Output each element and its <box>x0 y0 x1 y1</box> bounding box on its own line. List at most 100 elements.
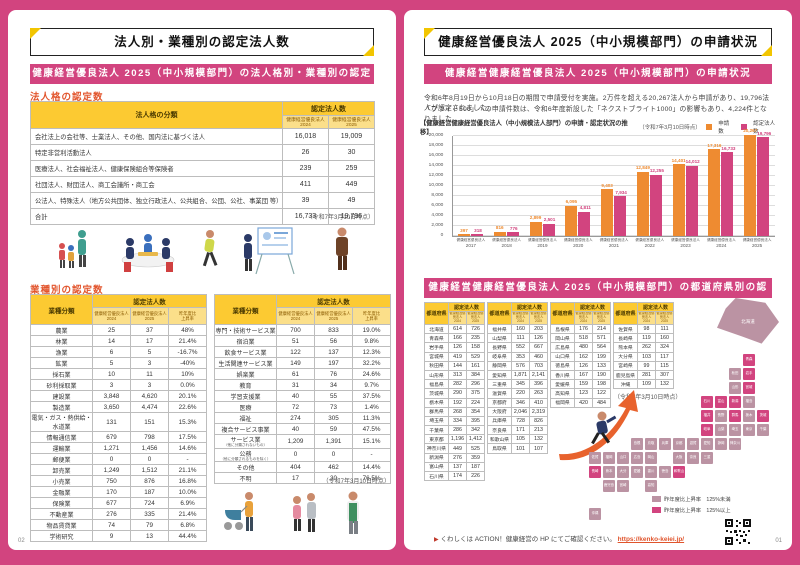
bar-value-label: 2,501 <box>543 217 556 222</box>
bar-applications-2023 <box>672 164 685 236</box>
bar-value-label: 17,316 <box>707 142 722 148</box>
table-row: 教育 31 34 9.7% <box>214 379 392 391</box>
table-row: その他 404 462 14.4% <box>214 461 392 474</box>
section-label-industry: 業種別の認定数 <box>30 285 104 296</box>
map-block: 沖縄 <box>589 508 601 520</box>
meeting-illustration <box>121 234 175 272</box>
table-row: 静岡県 576 703 <box>487 360 549 371</box>
table-row: 秋田県 144 161 <box>424 360 486 371</box>
table-row: 専門・技術サービス業 700 833 19.0% <box>214 324 392 336</box>
map-block: 徳島 <box>659 466 671 478</box>
gridline <box>453 185 775 186</box>
table-row: 和歌山県 105 132 <box>487 434 549 445</box>
table-row: 神奈川県 449 525 <box>424 443 486 454</box>
gridline <box>453 155 775 156</box>
table-row: 医療法人、社会福祉法人、健康保険組合等保険者 239 259 <box>30 160 375 177</box>
col-header-2025: 健康経営優良法人 2025 <box>328 115 375 129</box>
qr-code-icon <box>724 518 752 546</box>
table-row: 複合サービス事業 40 59 47.5% <box>214 423 392 435</box>
map-block: 千葉 <box>757 424 769 436</box>
table-row: 林業 14 17 21.4% <box>30 335 208 347</box>
y-axis-tick: 12,000 <box>428 173 444 178</box>
map-block: 石川 <box>701 396 713 408</box>
map-legend-row: 昨年度比上昇率 125%未満 <box>652 495 782 503</box>
bar-value-label: 7,934 <box>615 189 627 195</box>
page-right: 健康経営優良法人 2025（中小規模部門）の申請状況 健康経営健康経営優良法人 … <box>404 10 792 550</box>
table-row: 岩手県 126 158 <box>424 342 486 353</box>
chart-heading: 【健康経営健康経営優良法人（中小規模法人部門）の申請・認定状況の推移】 （令和7… <box>420 118 780 136</box>
bar-certified-2017 <box>471 234 483 236</box>
bar-applications-2022 <box>636 171 649 236</box>
y-axis-tick: 16,000 <box>428 153 444 158</box>
x-axis-tick: 健康経営優良法人 2023 <box>671 238 700 248</box>
table-row: 運輸業 1,271 1,456 14.6% <box>30 442 208 454</box>
arrow-icon: ▶ <box>434 537 439 543</box>
legend-certified-label: 認定法人数 <box>753 121 776 135</box>
table-row: 栃木県 192 224 <box>424 397 486 408</box>
table-row: 物品賃貸業 74 79 6.8% <box>30 519 208 531</box>
table-row: 福岡県 420 484 <box>550 397 612 408</box>
map-block: 北海道 <box>717 298 779 344</box>
table-row: 保険業 677 724 6.9% <box>30 497 208 509</box>
table-row: 千葉県 286 342 <box>424 425 486 436</box>
table-row: 島根県 176 214 <box>550 323 612 335</box>
table-row: 山形県 313 384 <box>424 369 486 381</box>
table-row: 不明 17 30 76.5% <box>214 472 392 485</box>
col-header-2025: 健康経営優良法人 2025 <box>314 307 353 325</box>
x-axis-tick: 健康経営優良法人 2025 <box>742 238 772 248</box>
table-row: 埼玉県 334 395 <box>424 415 486 427</box>
corporate-status-table: 法人格の分類 認定法人数 健康経営優良法人 2024 健康経営優良法人 2025… <box>30 101 375 225</box>
table-note: （令和7年3月10日時点） <box>322 479 390 485</box>
map-block: 大分 <box>617 466 629 478</box>
bar-value-label: 20,267 <box>743 128 758 134</box>
table-row: 建設業 3,848 4,620 20.1% <box>30 390 208 402</box>
table-row: 公務 （他に分類されるものを除く） 0 0- <box>214 447 392 463</box>
map-block: 高知 <box>645 480 657 492</box>
page-left-title: 法人別・業種別の認定法人数 <box>114 35 290 49</box>
table-row: 青森県 166 235 <box>424 333 486 344</box>
y-axis-tick: 10,000 <box>428 183 444 188</box>
table-row: サービス業 （他に分類されないもの） 1,209 1,391 15.1% <box>214 434 392 449</box>
table-row: 電気・ガス・熱供給・水道業 131 151 15.3% <box>30 412 208 432</box>
table-row: 愛知県 1,871 2,141 <box>487 369 549 381</box>
table-row: 特定非営利活動法人 26 30 <box>30 144 375 161</box>
x-axis-tick: 健康経営優良法人 2022 <box>635 238 665 248</box>
footer: ▶ くわしくは ACTION！健康経営の HP にてご確認ください。 https… <box>434 533 764 543</box>
table-row: 宿泊業 51 56 9.8% <box>214 335 392 347</box>
y-axis-tick: 18,000 <box>428 143 444 148</box>
intro-line-1: 令和6年8月19日から10月18日の期間で申請受付を実施。2万件を超える20,2… <box>424 95 770 112</box>
col-header-industry: 業種分類 <box>214 294 277 325</box>
table-row: 徳島県 126 133 <box>550 360 612 371</box>
map-block: 山形 <box>729 382 741 394</box>
map-block: 富山 <box>715 396 727 408</box>
map-block: 神奈川 <box>729 438 741 450</box>
bar-certified-2018 <box>506 232 519 236</box>
legend-certified-swatch <box>741 124 748 130</box>
bar-applications-2025 <box>744 134 757 236</box>
table-row: 鳥取県 101 107 <box>487 443 549 454</box>
bar-applications-2019 <box>529 221 542 236</box>
map-block: 新潟 <box>729 396 741 408</box>
bar-value-label: 816 <box>495 225 504 231</box>
table-row: 採石業 10 11 10% <box>30 368 208 380</box>
table-row: 茨城県 290 375 <box>424 388 486 399</box>
map-block: 鳥取 <box>645 438 657 450</box>
chart-plot-area: 0 2,000 4,000 6,000 8,000 10,000 12,000 14,000 1… <box>429 128 775 248</box>
table-row: 兵庫県 728 826 <box>487 415 549 427</box>
map-block: 鹿児島 <box>603 480 615 492</box>
banner-application-status: 健康経営健康経営優良法人 2025（中小規模部門）の申請状況 <box>424 64 772 84</box>
map-block: 山口 <box>617 452 629 464</box>
chart-note: （令和7年3月10日時点） <box>639 125 701 131</box>
table-row: 福島県 282 296 <box>424 379 486 390</box>
table-row: 福井県 160 203 <box>487 323 549 335</box>
map-block: 宮崎 <box>617 480 629 492</box>
map-block: 青森 <box>743 354 755 366</box>
bar-value-label: 318 <box>474 227 482 233</box>
gridline <box>453 215 775 216</box>
footer-link[interactable]: https://kenko-keiei.jp/ <box>617 536 685 543</box>
page-number-right: 01 <box>775 538 782 544</box>
table-row: 学習支援業 40 55 37.5% <box>214 390 392 402</box>
map-block: 三重 <box>701 452 713 464</box>
table-row: 北海道 614 726 <box>424 323 486 335</box>
presentation-illustration <box>244 227 295 275</box>
